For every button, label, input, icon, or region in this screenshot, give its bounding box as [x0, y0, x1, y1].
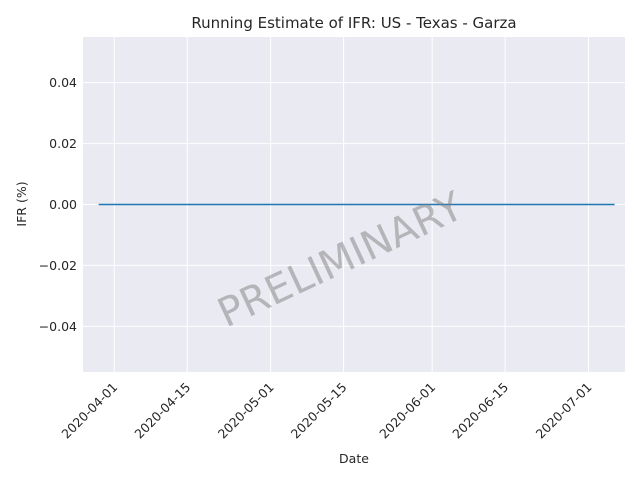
x-tick-label: 2020-06-15 [449, 380, 511, 442]
y-tick-labels: −0.04 −0.02 0.00 0.02 0.04 [39, 75, 77, 334]
x-tick-labels: 2020-04-01 2020-04-15 2020-05-01 2020-05-15… [58, 380, 594, 442]
y-tick-label: 0.02 [49, 136, 77, 151]
chart-title: Running Estimate of IFR: US - Texas - Ga… [191, 14, 516, 32]
x-tick-label: 2020-04-15 [131, 380, 193, 442]
x-tick-label: 2020-07-01 [533, 380, 595, 442]
y-tick-label: 0.00 [49, 197, 77, 212]
x-axis-label: Date [339, 451, 369, 466]
x-tick-label: 2020-06-01 [376, 380, 438, 442]
y-tick-label: −0.04 [39, 319, 77, 334]
y-axis-label: IFR (%) [14, 181, 29, 226]
x-tick-label: 2020-04-01 [58, 380, 120, 442]
y-tick-label: −0.02 [39, 258, 77, 273]
x-tick-label: 2020-05-01 [215, 380, 277, 442]
y-tick-label: 0.04 [49, 75, 77, 90]
x-tick-label: 2020-05-15 [288, 380, 350, 442]
